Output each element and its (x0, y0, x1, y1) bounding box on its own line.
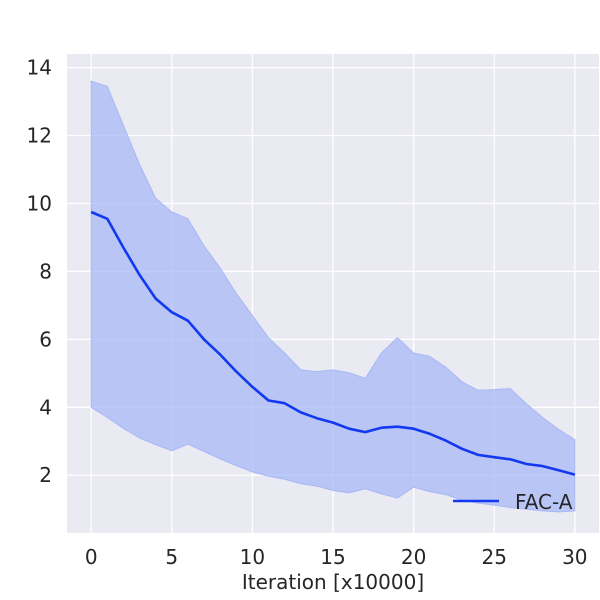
series-line (90, 210, 576, 476)
y-tick-label: 8 (39, 259, 52, 283)
x-tick-label: 0 (85, 545, 98, 569)
y-tick-label: 12 (27, 124, 52, 148)
confidence-band (90, 80, 576, 513)
y-tick-label: 4 (39, 395, 52, 419)
legend-label: FAC-A (515, 490, 573, 514)
legend: FAC-A (453, 490, 573, 514)
x-tick-label: 5 (165, 545, 178, 569)
x-tick-label: 30 (562, 545, 587, 569)
x-axis-label: Iteration [x10000] (242, 570, 424, 594)
x-tick-label: 10 (240, 545, 265, 569)
y-tick-label: 14 (27, 56, 52, 80)
y-tick-label: 2 (39, 463, 52, 487)
x-tick-label: 20 (401, 545, 426, 569)
x-tick-label: 25 (481, 545, 506, 569)
y-tick-label: 10 (27, 191, 52, 215)
x-tick-labels: 0 5 10 15 20 25 30 (85, 545, 588, 569)
y-tick-labels: 2 4 6 8 10 12 14 (27, 56, 52, 488)
x-tick-label: 15 (320, 545, 345, 569)
y-tick-label: 6 (39, 327, 52, 351)
